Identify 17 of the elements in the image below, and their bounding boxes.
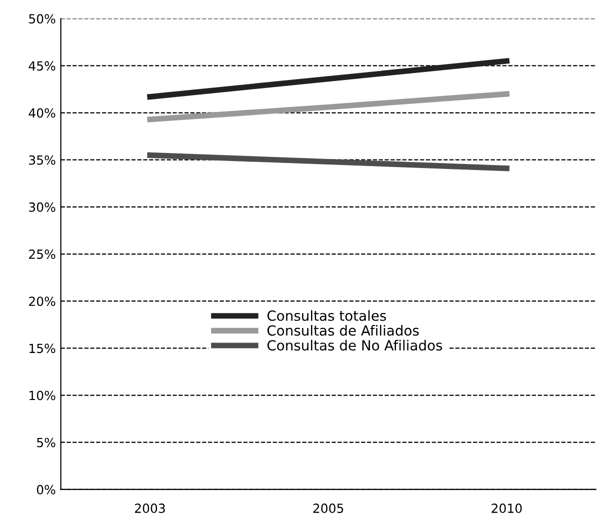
y-tick-label: 5% xyxy=(37,438,56,448)
legend-label: Consultas de No Afiliados xyxy=(267,340,442,351)
x-tick-label: 2003 xyxy=(134,504,165,514)
x-tick-label: 2005 xyxy=(313,504,344,514)
legend-label: Consultas totales xyxy=(267,310,386,321)
y-tick-label: 0% xyxy=(36,484,56,494)
y-tick-label: 40% xyxy=(28,108,56,118)
y-tick-label: 25% xyxy=(29,250,56,259)
y-tick-label: 50% xyxy=(29,14,56,24)
x-tick-label: 2010 xyxy=(492,504,522,514)
y-tick-label: 35% xyxy=(29,155,56,165)
legend-label: Consultas de Afiliados xyxy=(267,324,419,336)
y-tick-label: 20% xyxy=(29,296,56,306)
y-tick-label: 15% xyxy=(30,344,56,354)
y-tick-label: 30% xyxy=(29,202,56,212)
y-tick-label: 45% xyxy=(28,61,56,71)
y-tick-label: 10% xyxy=(30,390,56,400)
